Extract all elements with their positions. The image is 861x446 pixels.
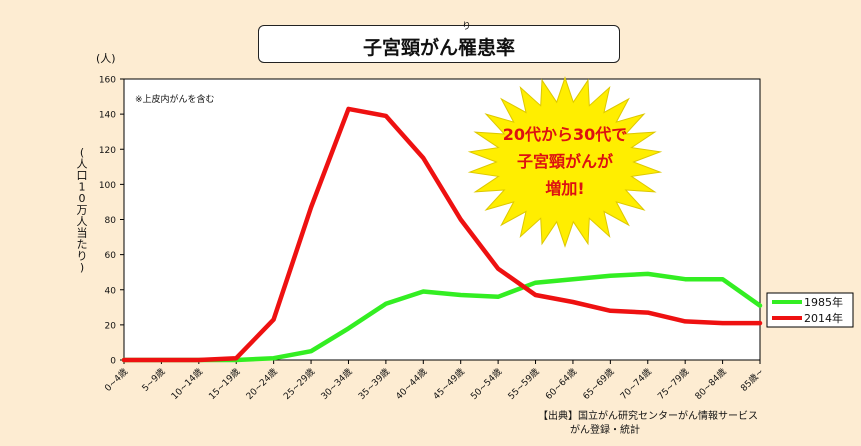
unit-label: (人): [96, 52, 116, 65]
series-line-1: [121, 106, 763, 363]
x-tick-label: 45~49歳: [430, 366, 466, 402]
data-point: [459, 218, 462, 221]
y-tick-label: 80: [105, 216, 117, 226]
data-point: [534, 281, 537, 284]
legend-label: 2014年: [804, 311, 843, 325]
legend-box: [766, 292, 854, 328]
callout-starburst: [467, 76, 663, 248]
y-tick-label: 60: [105, 251, 117, 261]
title-box: 子宮頸がん罹患率: [258, 25, 620, 63]
data-point: [646, 311, 649, 314]
callout-line: 子宮頸がんが: [517, 152, 613, 171]
x-tick-label: 80~84歳: [692, 366, 728, 402]
source-line-2: がん登録・統計: [570, 423, 640, 436]
x-tick-label: 50~54歳: [468, 366, 504, 402]
x-tick-label: 10~14歳: [169, 366, 205, 402]
data-point: [235, 357, 238, 360]
data-point: [347, 108, 350, 110]
data-point: [123, 359, 125, 361]
data-point: [422, 157, 425, 159]
data-point: [459, 294, 462, 296]
x-tick-label: 20~24歳: [243, 366, 279, 402]
title-ruby: り: [462, 22, 472, 32]
data-point: [759, 304, 761, 307]
x-tick-label: 5~9歳: [139, 366, 167, 394]
data-point: [759, 322, 761, 324]
data-point: [310, 206, 312, 209]
x-tick-label: 25~29歳: [281, 366, 317, 402]
x-tick-label: 15~19歳: [206, 366, 242, 402]
x-tick-label: 60~64歳: [543, 366, 579, 402]
y-tick-label: 100: [99, 181, 116, 191]
y-tick-label: 160: [99, 76, 116, 86]
callout-line: 増加!: [545, 179, 584, 198]
data-point: [160, 359, 163, 361]
x-tick-label: 35~39歳: [356, 366, 392, 402]
x-tick-label: 30~34歳: [318, 366, 354, 402]
data-point: [422, 290, 425, 293]
y-axis-label: (人口 1 0 万人当たり): [77, 146, 88, 274]
data-point: [572, 301, 574, 303]
data-point: [272, 357, 275, 360]
data-point: [609, 310, 612, 312]
chart-note: ※上皮内がんを含む: [135, 93, 215, 105]
data-point: [646, 273, 649, 275]
chart-title: 子宮頸がん罹患率: [362, 37, 515, 59]
data-point: [684, 320, 686, 323]
data-point: [684, 278, 686, 281]
x-tick-label: 55~59歳: [505, 366, 541, 402]
data-point: [347, 327, 350, 330]
y-tick-label: 140: [99, 111, 116, 121]
data-point: [385, 303, 387, 305]
legend-label: 1985年: [804, 295, 843, 309]
data-point: [385, 115, 387, 117]
x-tick-label: 40~44歳: [393, 366, 429, 402]
data-point: [497, 267, 499, 270]
callout-line: 20代から30代で: [503, 125, 628, 144]
y-tick-label: 0: [110, 357, 116, 367]
x-tick-label: 75~79歳: [655, 366, 691, 402]
data-point: [572, 278, 574, 281]
source-line-1: 【出典】国立がん研究センターがん情報サービス: [538, 409, 758, 422]
y-tick-label: 40: [105, 286, 117, 296]
x-tick-label: 65~69歳: [580, 366, 616, 402]
x-tick-label: 0~4歳: [102, 366, 130, 394]
data-point: [497, 295, 499, 298]
data-point: [310, 350, 312, 353]
data-point: [609, 274, 612, 277]
data-point: [721, 322, 724, 324]
y-tick-label: 20: [105, 321, 117, 331]
data-point: [272, 318, 275, 321]
data-point: [721, 278, 724, 281]
data-point: [534, 294, 537, 296]
y-tick-label: 120: [99, 146, 116, 156]
data-point: [198, 359, 200, 361]
x-tick-label: 70~74歳: [618, 366, 654, 402]
x-tick-label: 85歳~: [738, 366, 766, 394]
